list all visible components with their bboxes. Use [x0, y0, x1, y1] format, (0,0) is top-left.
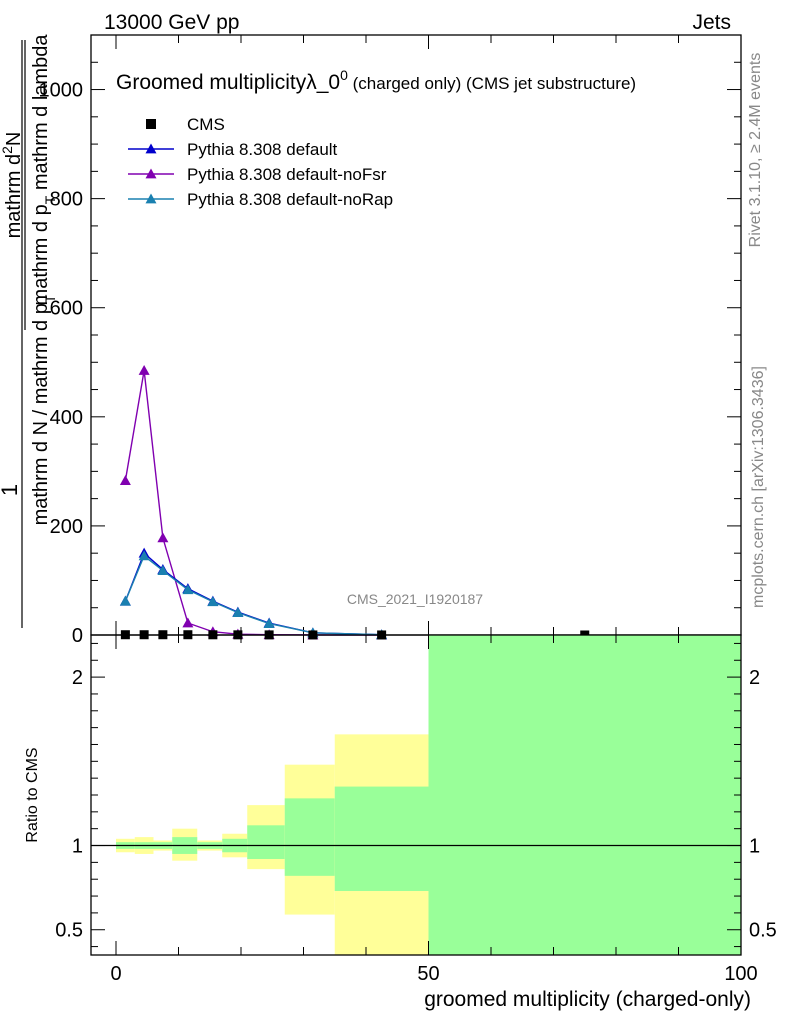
data-point-marker [232, 607, 244, 618]
legend-item: Pythia 8.308 default [128, 140, 338, 159]
legend-marker [146, 119, 156, 129]
ylabel-line-lower: mathrm d N / mathrm d pT [30, 294, 58, 525]
header-energy: 13000 GeV pp [104, 11, 239, 34]
header-process: Jets [692, 11, 731, 34]
data-point-marker [145, 143, 157, 154]
ratio-ytick-labels: 0.5 0.5 1 1 2 2 [55, 667, 777, 942]
legend-label: CMS [187, 115, 225, 134]
data-point-marker [263, 618, 275, 628]
series-line [124, 551, 382, 636]
rivet-version-label: Rivet 3.1.10, ≥ 2.4M events [747, 53, 764, 248]
series-line [124, 370, 382, 636]
xaxis-label: groomed multiplicity (charged-only) [424, 988, 751, 1011]
ratio-ytick-label-right: 2 [749, 667, 760, 689]
legend: CMS Pythia 8.308 default Pythia 8.308 defa… [128, 115, 393, 209]
ratio-bands-layer [116, 635, 741, 955]
main-ytick-label: 400 [50, 407, 83, 429]
data-point-marker [119, 595, 131, 606]
data-point-marker [182, 584, 194, 595]
main-ytick-label: 200 [50, 516, 83, 538]
legend-label: Pythia 8.308 default-noFsr [187, 165, 387, 184]
ratio-band-green [334, 786, 429, 891]
data-point-marker [145, 168, 157, 179]
ylabel-denominator: mathrm d pT mathrm d lambda [30, 34, 58, 306]
plot-title: Groomed multiplicityλ_00 (charged only) … [116, 67, 636, 94]
analysis-tag: CMS_2021_I1920187 [347, 591, 483, 607]
xtick-label: 100 [724, 963, 757, 985]
main-ytick-label: 0 [72, 625, 83, 647]
main-ytick-label: 1000 [39, 80, 84, 102]
main-ylabel: 1 mathrm d N / mathrm d pT mathrm d2N ma… [0, 34, 58, 628]
data-point-marker [145, 193, 157, 204]
data-point-marker [119, 475, 131, 486]
main-axis-ticks [91, 35, 742, 636]
ratio-band-green [284, 798, 335, 876]
main-ytick-label: 600 [50, 298, 83, 320]
ylabel-one: 1 [0, 484, 22, 496]
data-point-marker [138, 550, 150, 561]
legend-item: Pythia 8.308 default-noFsr [128, 165, 387, 184]
data-point-marker [207, 596, 219, 607]
xtick-labels: 0 50 100 [110, 963, 757, 985]
ratio-band-green [428, 635, 741, 955]
data-point-marker [157, 565, 169, 576]
mcplots-label: mcplots.cern.ch [arXiv:1306.3436] [750, 366, 767, 608]
legend-item: CMS [146, 115, 225, 134]
data-point-marker [182, 617, 194, 628]
main-ytick-label: 800 [50, 189, 83, 211]
ylabel-numerator: mathrm d2N [0, 132, 25, 239]
ratio-axis-ticks [91, 635, 742, 955]
main-ytick-labels: 0 200 400 600 800 1000 [39, 80, 84, 647]
legend-label: Pythia 8.308 default [187, 140, 338, 159]
ratio-ylabel: Ratio to CMS [24, 747, 41, 842]
ratio-ytick-label-left: 2 [72, 667, 83, 689]
data-point-marker [138, 364, 150, 375]
data-point-marker [157, 532, 169, 543]
series-3 [119, 550, 388, 640]
ratio-ytick-label-right: 1 [749, 836, 760, 858]
ratio-band-green [247, 825, 285, 859]
ratio-ytick-label-left: 0.5 [55, 920, 83, 942]
xtick-label: 0 [110, 963, 121, 985]
xtick-label: 50 [417, 963, 439, 985]
legend-item: Pythia 8.308 default-noRap [128, 190, 393, 209]
ratio-ytick-label-right: 0.5 [749, 920, 777, 942]
ratio-ytick-label-left: 1 [72, 836, 83, 858]
legend-label: Pythia 8.308 default-noRap [187, 190, 393, 209]
